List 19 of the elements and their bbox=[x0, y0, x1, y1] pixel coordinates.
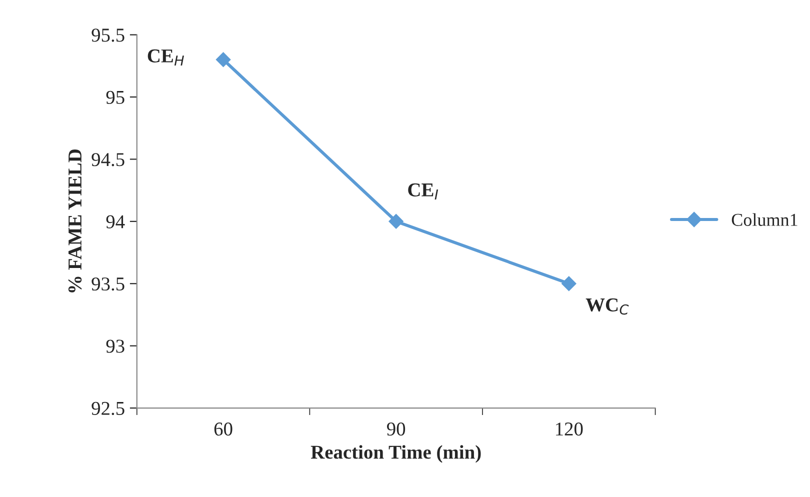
y-tick-label: 93.5 bbox=[92, 277, 124, 291]
annotation: CE$_{I}$ bbox=[408, 183, 438, 200]
legend-label: Column1 bbox=[732, 213, 798, 226]
x-axis-title: Reaction Time (min) bbox=[310, 445, 481, 463]
y-axis-title: % FAME YIELD bbox=[68, 149, 82, 292]
x-tick-label: 90 bbox=[386, 422, 406, 436]
y-tick-label: 93 bbox=[106, 340, 124, 353]
x-tick-label: 120 bbox=[556, 422, 583, 436]
y-tick-label: 95 bbox=[106, 90, 124, 104]
annotation: WC$_{C}$ bbox=[586, 298, 629, 315]
y-tick-label: 95.5 bbox=[92, 28, 124, 42]
y-tick-label: 92.5 bbox=[92, 402, 124, 416]
y-tick-label: 94.5 bbox=[92, 153, 124, 166]
point bbox=[388, 214, 404, 229]
point bbox=[561, 276, 576, 292]
point bbox=[216, 52, 231, 68]
annotation: CE$_{H}$ bbox=[148, 49, 184, 66]
y-tick-label: 94 bbox=[106, 215, 125, 228]
x-tick-label: 60 bbox=[214, 422, 232, 436]
